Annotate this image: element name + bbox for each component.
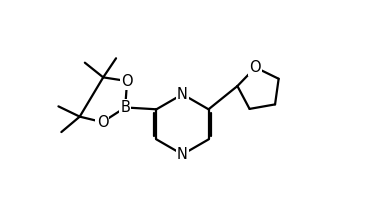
Text: N: N — [177, 87, 188, 102]
Text: O: O — [121, 74, 133, 89]
Text: N: N — [177, 147, 188, 162]
Text: O: O — [250, 60, 261, 75]
Text: O: O — [97, 115, 108, 130]
Text: B: B — [120, 100, 130, 115]
